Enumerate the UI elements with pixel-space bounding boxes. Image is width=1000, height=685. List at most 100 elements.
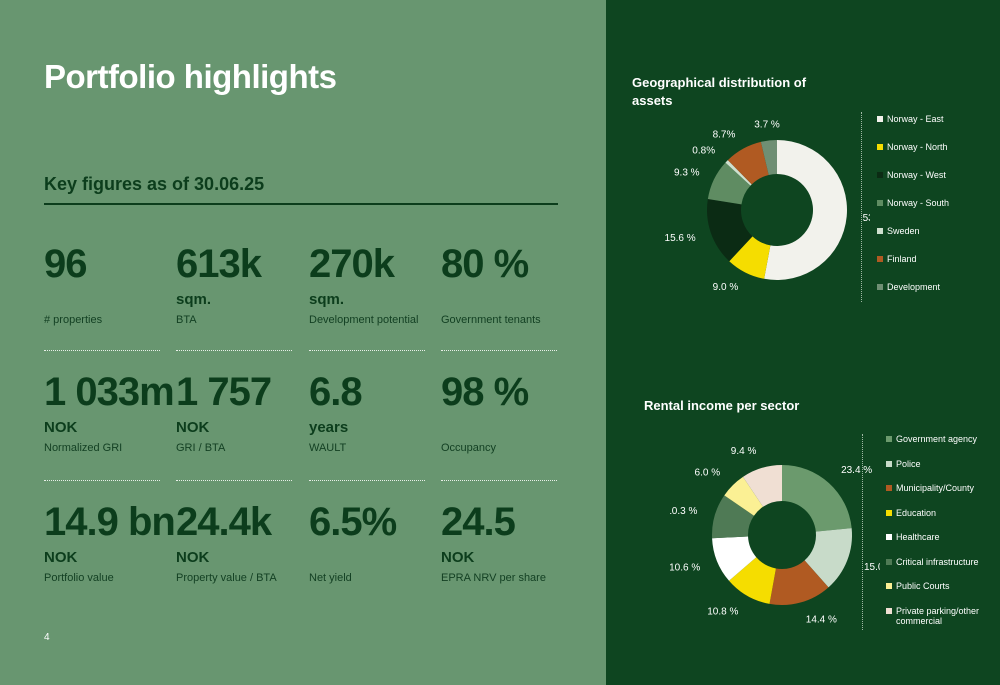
page-title: Portfolio highlights <box>44 58 337 95</box>
key-figure-unit: NOK <box>176 549 210 566</box>
key-figure-value: 6.8 <box>309 370 363 414</box>
key-figure-value: 24.4k <box>176 500 272 544</box>
key-figure-value: 1 757 <box>176 370 272 414</box>
key-figure-value: 270k <box>309 242 395 286</box>
key-figure-unit: NOK <box>176 419 210 436</box>
key-figure-unit: NOK <box>44 419 78 436</box>
legend-item: Government agency <box>886 434 1000 444</box>
row-divider <box>176 480 292 481</box>
slice-value-label: 9.4 % <box>731 446 757 457</box>
donut-slice-7 <box>742 465 782 507</box>
key-figure-label: BTA <box>176 314 197 326</box>
donut-slice-0 <box>764 140 847 280</box>
row-divider <box>441 480 557 481</box>
sector-legend-divider <box>862 434 863 630</box>
legend-swatch <box>877 284 883 290</box>
key-figure-portfolio-value: 14.9 bn NOK Portfolio value <box>44 500 176 584</box>
legend-swatch <box>877 200 883 206</box>
slice-value-label: 10.6 % <box>670 563 700 574</box>
legend-swatch <box>886 509 892 516</box>
key-figure-value: 96 <box>44 242 88 286</box>
sector-legend: Government agency Police Municipality/Coun… <box>886 434 1000 640</box>
legend-swatch <box>886 485 892 491</box>
row-divider <box>44 350 160 351</box>
key-figure-label: WAULT <box>309 442 347 454</box>
slice-value-label: 15.0 % <box>864 562 880 573</box>
legend-item: Norway - North <box>877 142 949 152</box>
key-figure-unit <box>309 549 429 567</box>
left-panel <box>0 0 606 685</box>
key-figure-value: 14.9 bn <box>44 500 176 544</box>
key-figure-development-potential: 270k sqm. Development potential <box>309 244 429 326</box>
legend-label: Norway - North <box>887 142 948 152</box>
key-figure-net-yield: 6.5% Net yield <box>309 502 429 584</box>
row-divider <box>309 480 425 481</box>
donut-slice-2 <box>707 198 753 262</box>
key-figure-unit <box>44 291 164 309</box>
key-figure-value: 1 033m <box>44 370 175 414</box>
legend-item: Norway - South <box>877 198 949 208</box>
legend-item: Education <box>886 508 1000 518</box>
geo-legend-divider <box>861 112 862 302</box>
legend-item: Norway - West <box>877 170 949 180</box>
slice-value-label: 9.0 % <box>713 282 739 293</box>
legend-label: Norway - West <box>887 170 946 180</box>
slice-value-label: 14.4 % <box>806 615 837 626</box>
slice-value-label: 23.4 % <box>841 465 872 476</box>
key-figure-unit <box>441 291 561 309</box>
legend-label: Healthcare <box>896 532 940 542</box>
key-figure-unit: NOK <box>44 549 78 566</box>
legend-swatch <box>877 256 883 262</box>
donut-slice-2 <box>769 560 829 605</box>
key-figure-label: Government tenants <box>441 314 541 326</box>
key-figure-government-tenants: 80 % Government tenants <box>441 244 561 326</box>
key-figure-value: 24.5 <box>441 500 516 544</box>
legend-item: Critical infrastructure <box>886 557 1000 567</box>
legend-item: Finland <box>877 254 949 264</box>
donut-slice-1 <box>804 528 852 588</box>
legend-swatch <box>877 116 883 122</box>
legend-item: Municipality/County <box>886 483 1000 493</box>
legend-swatch <box>877 144 883 150</box>
donut-slice-5 <box>712 495 754 539</box>
slice-value-label: 8.7% <box>713 130 736 141</box>
legend-item: Healthcare <box>886 532 1000 542</box>
donut-slice-5 <box>727 141 769 185</box>
legend-label: Development <box>887 282 941 292</box>
heading-divider <box>44 203 558 205</box>
key-figure-occupancy: 98 % Occupancy <box>441 372 561 454</box>
legend-item: Private parking/other commercial <box>886 606 1000 626</box>
legend-swatch <box>886 534 892 540</box>
key-figure-wault: 6.8 years WAULT <box>309 372 429 454</box>
key-figure-label: # properties <box>44 314 103 326</box>
geo-donut-chart: 53.0% 9.0 % 15.6 % 9.3 % 0.8% 8.7% 3.7 % <box>665 120 870 293</box>
donut-slice-4 <box>712 536 757 581</box>
donut-slice-1 <box>729 236 771 279</box>
legend-swatch <box>877 172 883 178</box>
page-number: 4 <box>44 632 50 643</box>
row-divider <box>309 350 425 351</box>
donut-slice-3 <box>729 557 776 604</box>
legend-swatch <box>877 228 883 234</box>
slice-value-label: 10.3 % <box>670 506 697 517</box>
legend-label: Private parking/other commercial <box>896 605 980 626</box>
slice-value-label: 0.8% <box>692 145 715 156</box>
key-figure-value: 613k <box>176 242 262 286</box>
geo-legend: Norway - East Norway - North Norway - West… <box>877 114 949 310</box>
key-figure-normalized-gri: 1 033m NOK Normalized GRI <box>44 370 175 454</box>
legend-item: Development <box>877 282 949 292</box>
legend-swatch <box>886 558 892 565</box>
donut-slice-3 <box>707 162 751 205</box>
geo-chart-title: Geographical distribution of assets <box>632 75 807 109</box>
sector-chart-title: Rental income per sector <box>644 398 800 413</box>
key-figures-heading: Key figures as of 30.06.25 <box>44 174 265 194</box>
legend-label: Norway - East <box>887 114 944 124</box>
legend-label: Critical infrastructure <box>896 556 979 567</box>
key-figure-label: EPRA NRV per share <box>441 572 546 584</box>
legend-item: Police <box>886 459 1000 469</box>
legend-label: Sweden <box>887 226 920 236</box>
row-divider <box>44 480 160 481</box>
key-figure-label: Net yield <box>309 572 352 584</box>
donut-slice-6 <box>760 140 777 175</box>
key-figure-label: Normalized GRI <box>44 442 123 454</box>
